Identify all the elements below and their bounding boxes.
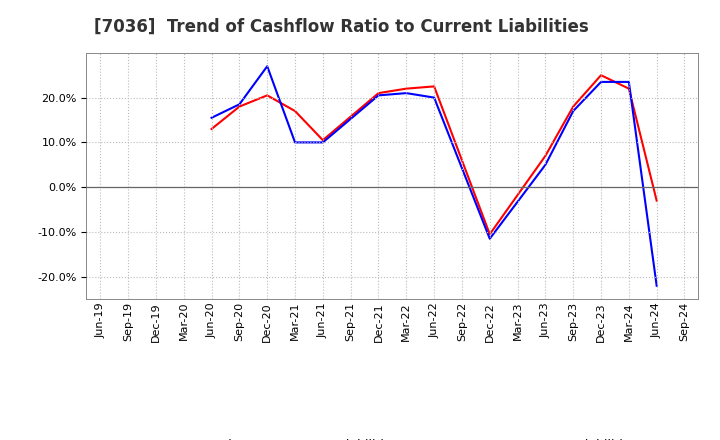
Free CF to Current Liabilities [624,79,633,84]
Operating CF to Current Liabilities [569,104,577,109]
Free CF to Current Liabilities [569,108,577,114]
Free CF to Current Liabilities [652,283,661,288]
Operating CF to Current Liabilities [207,126,216,132]
Operating CF to Current Liabilities [402,86,410,91]
Free CF to Current Liabilities [541,162,550,168]
Operating CF to Current Liabilities [291,108,300,114]
Operating CF to Current Liabilities [318,138,327,143]
Operating CF to Current Liabilities [485,231,494,237]
Operating CF to Current Liabilities [541,153,550,158]
Operating CF to Current Liabilities [235,104,243,109]
Free CF to Current Liabilities [207,115,216,121]
Operating CF to Current Liabilities [374,91,383,96]
Operating CF to Current Liabilities [263,93,271,98]
Operating CF to Current Liabilities [430,84,438,89]
Free CF to Current Liabilities [430,95,438,100]
Line: Operating CF to Current Liabilities: Operating CF to Current Liabilities [212,75,657,234]
Text: [7036]  Trend of Cashflow Ratio to Current Liabilities: [7036] Trend of Cashflow Ratio to Curren… [94,18,588,36]
Free CF to Current Liabilities [402,91,410,96]
Line: Free CF to Current Liabilities: Free CF to Current Liabilities [212,66,657,286]
Free CF to Current Liabilities [263,64,271,69]
Free CF to Current Liabilities [318,140,327,145]
Free CF to Current Liabilities [485,236,494,242]
Free CF to Current Liabilities [235,102,243,107]
Operating CF to Current Liabilities [624,86,633,91]
Legend: Operating CF to Current Liabilities, Free CF to Current Liabilities: Operating CF to Current Liabilities, Fre… [143,433,642,440]
Operating CF to Current Liabilities [597,73,606,78]
Operating CF to Current Liabilities [652,198,661,203]
Free CF to Current Liabilities [291,140,300,145]
Free CF to Current Liabilities [597,79,606,84]
Free CF to Current Liabilities [374,93,383,98]
